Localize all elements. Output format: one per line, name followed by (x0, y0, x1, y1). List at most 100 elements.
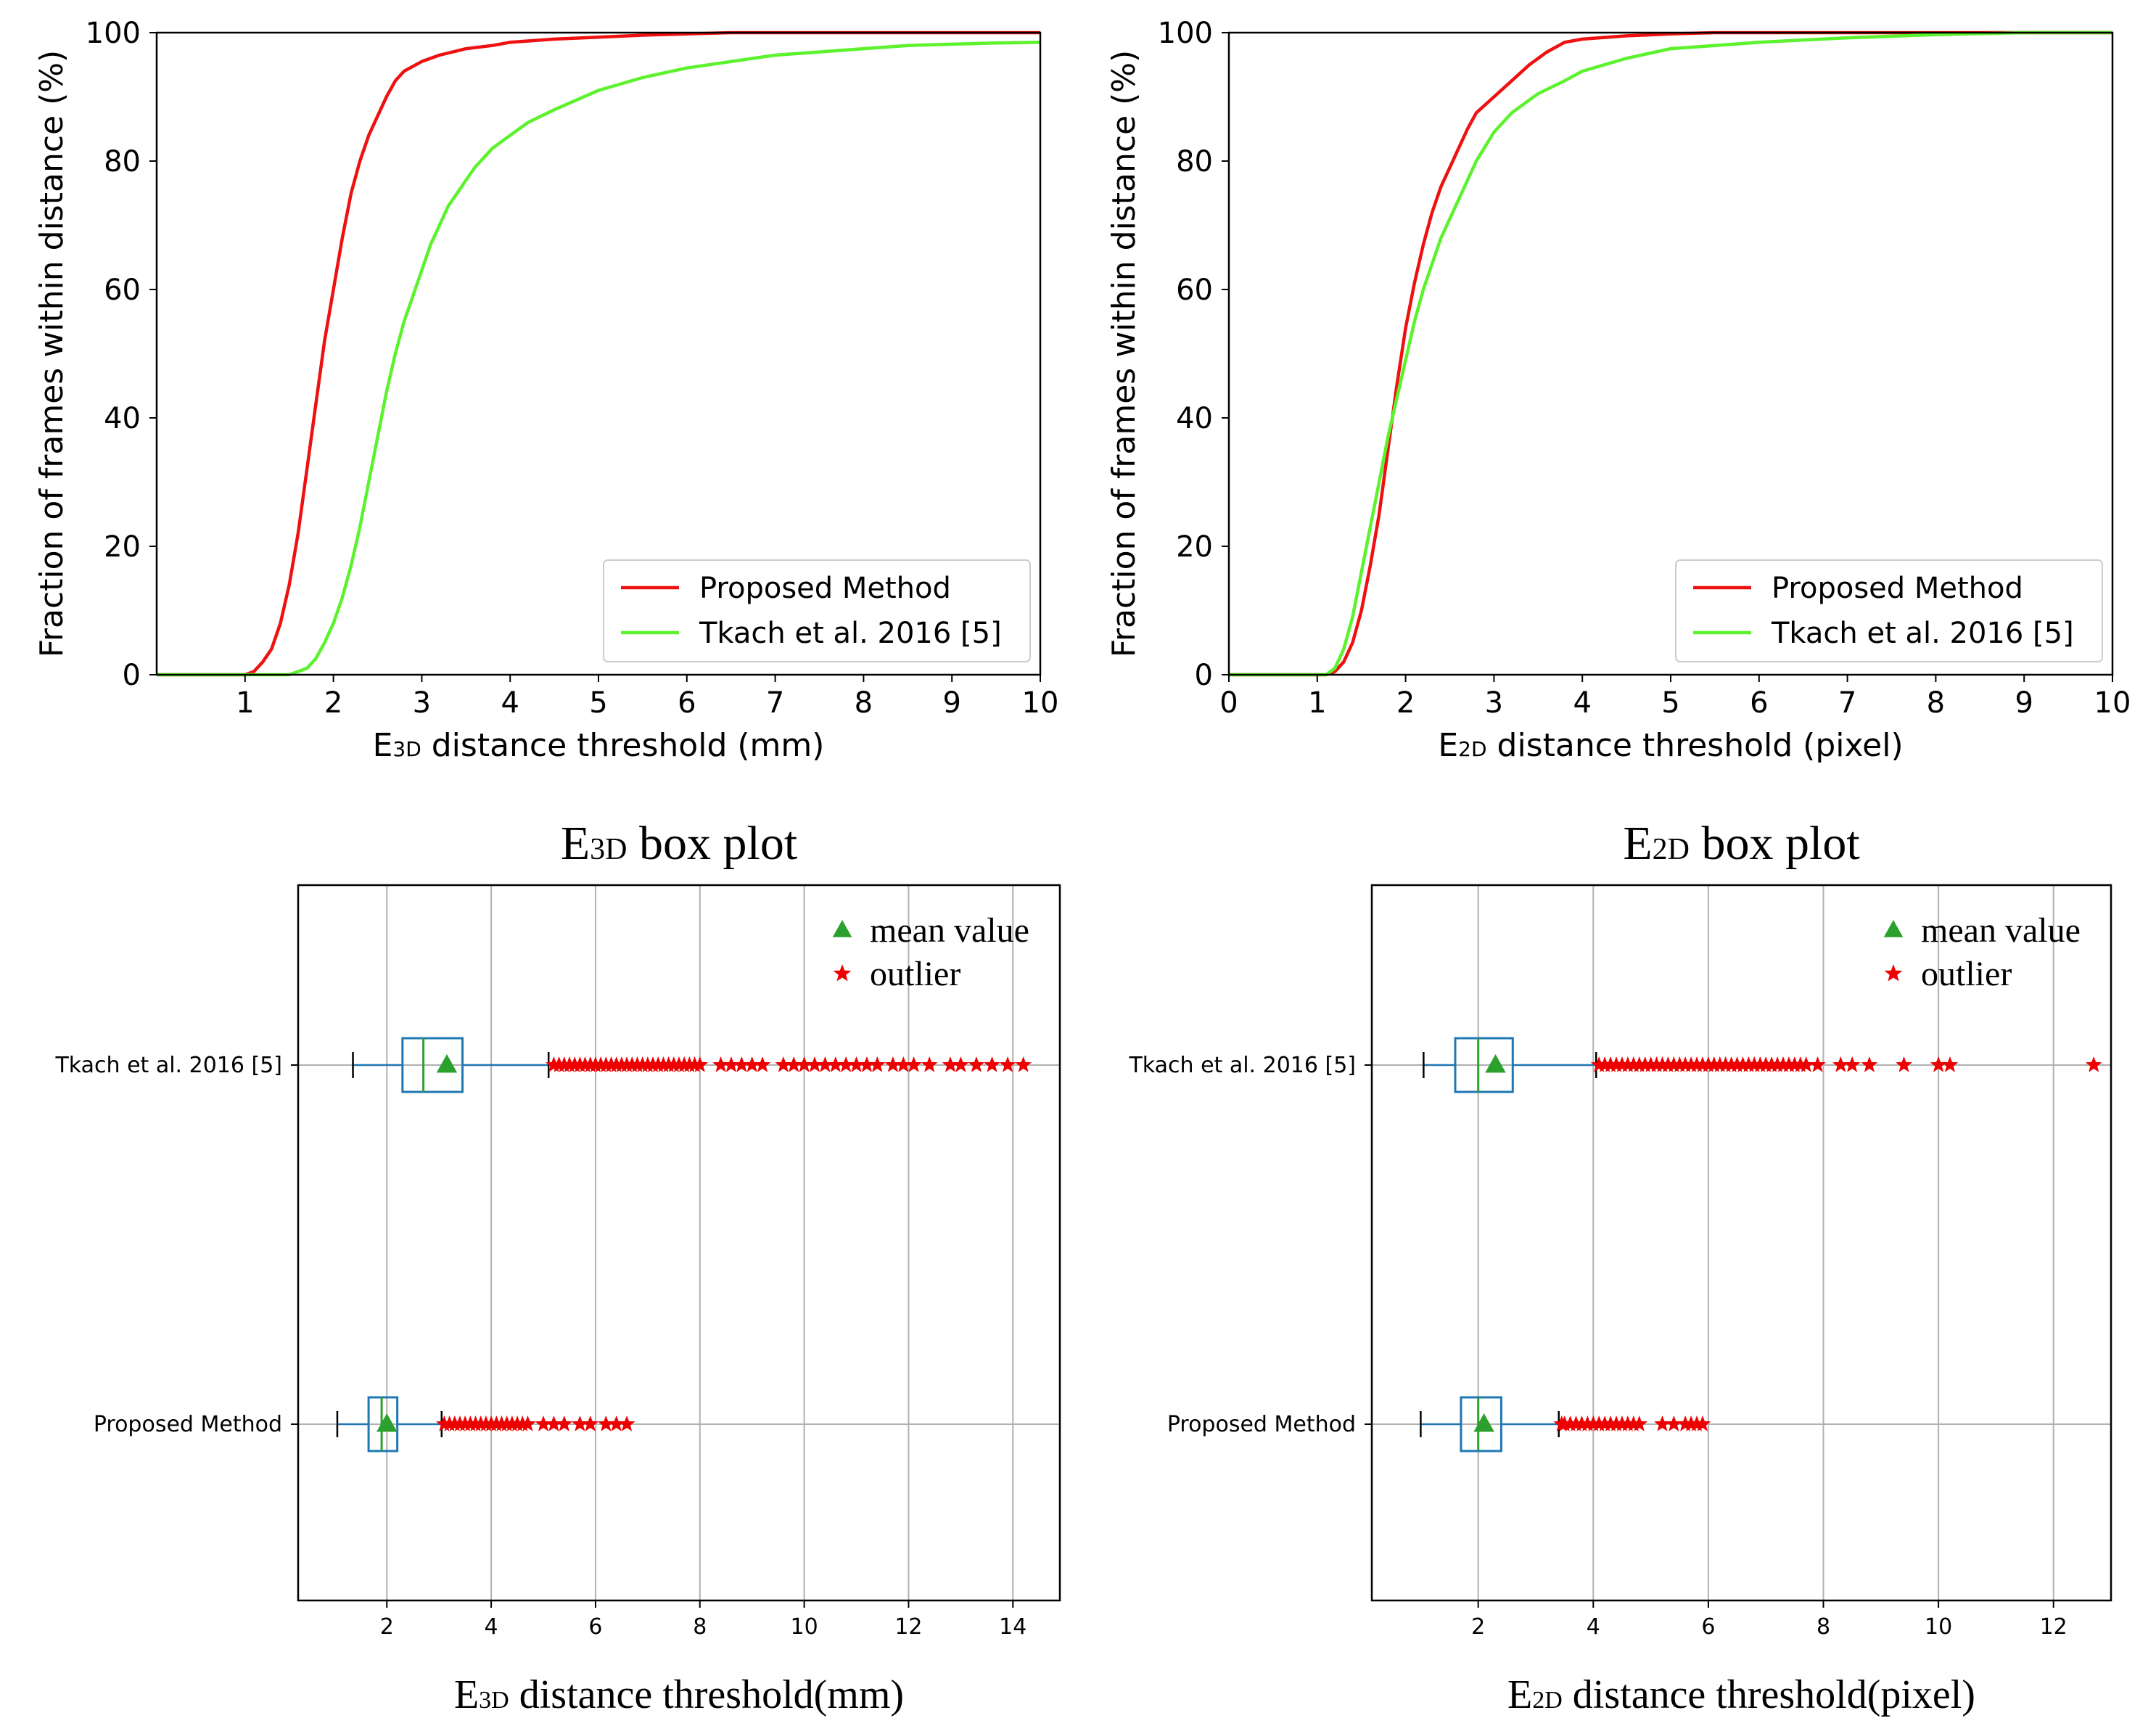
outlier-point (1654, 1415, 1671, 1431)
outlier-point (1015, 1056, 1032, 1072)
outlier-point (608, 1415, 625, 1431)
outlier-point (1665, 1415, 1682, 1431)
y-tick-label: 80 (104, 145, 141, 178)
x-tick-label: 7 (1838, 686, 1856, 720)
legend-outlier-marker (833, 964, 852, 982)
x-axis-label-sub: 2D (1458, 737, 1486, 761)
legend-mean-marker (832, 920, 852, 937)
y-tick-label: 60 (1176, 274, 1213, 307)
box-tkach (401, 1037, 464, 1093)
x-tick-label: 8 (1816, 1614, 1830, 1640)
outlier-point (535, 1415, 552, 1431)
series-line-tkach (1229, 30, 2112, 677)
legend-mean-label: mean value (1921, 911, 2081, 950)
category-label: Tkach et al. 2016 [5] (1128, 1053, 1356, 1078)
series-line-proposed (1229, 30, 2112, 677)
x-tick-label: 12 (894, 1614, 922, 1640)
series-line-tkach (157, 41, 1041, 677)
plot-frame (1370, 884, 2112, 1602)
outlier-point (848, 1056, 865, 1072)
category-label: Tkach et al. 2016 [5] (54, 1053, 282, 1078)
x-tick-label: 10 (791, 1614, 818, 1640)
box-tkach (1454, 1037, 1514, 1093)
outlier-point (806, 1056, 823, 1072)
x-axis-label: E2D distance threshold (pixel) (1438, 727, 1903, 764)
box-proposed (367, 1396, 399, 1452)
x-tick-label: 1 (1308, 686, 1326, 720)
x-axis-label-rest: distance threshold(mm) (509, 1672, 904, 1717)
x-tick-label: 8 (1927, 686, 1945, 720)
chart-title-main: E (1623, 817, 1652, 870)
x-tick-label: 6 (1750, 686, 1768, 720)
outlier-point (796, 1056, 812, 1072)
x-axis-label-rest: distance threshold(pixel) (1563, 1672, 1975, 1717)
mean-marker-tkach (436, 1054, 458, 1073)
outlier-point (733, 1056, 750, 1072)
legend-label: Tkach et al. 2016 [5] (1771, 617, 2074, 650)
legend-outlier-label: outlier (870, 955, 960, 993)
x-tick-label: 3 (1485, 686, 1503, 720)
category-label: Proposed Method (1167, 1412, 1356, 1437)
outlier-point (868, 1056, 886, 1072)
box-proposed (1460, 1396, 1502, 1452)
series-line-proposed (157, 30, 1040, 677)
chart-title-sub: 3D (590, 833, 627, 866)
x-tick-label: 8 (693, 1614, 707, 1640)
x-axis-label-rest: distance threshold (pixel) (1487, 727, 1904, 764)
legend-label: Proposed Method (1772, 572, 2023, 605)
x-tick-label: 8 (855, 686, 873, 720)
x-tick-label: 0 (1219, 686, 1238, 720)
outlier-point (827, 1056, 844, 1072)
chart-title: E2D box plot (1623, 817, 1859, 870)
x-axis-label: E3D distance threshold (mm) (373, 727, 825, 764)
outlier-point (1843, 1056, 1861, 1072)
y-tick-label: 0 (1195, 659, 1213, 692)
x-axis-label-main: E (1507, 1672, 1532, 1717)
y-tick-label: 20 (104, 530, 141, 564)
legend-outlier-marker (1884, 964, 1903, 982)
x-tick-label: 6 (588, 1614, 602, 1640)
outlier-point (785, 1056, 802, 1072)
outlier-point (817, 1056, 834, 1072)
y-tick-label: 80 (1176, 145, 1213, 178)
x-tick-label: 6 (1701, 1614, 1715, 1640)
outlier-point (519, 1415, 536, 1431)
x-tick-label: 5 (589, 686, 607, 720)
outlier-point (597, 1415, 614, 1431)
x-axis-label-rest: distance threshold (mm) (421, 727, 825, 764)
x-tick-label: 4 (1573, 686, 1591, 720)
mean-marker-proposed (1473, 1413, 1494, 1432)
outlier-point (1832, 1056, 1849, 1072)
legend-label: Proposed Method (699, 572, 951, 605)
x-tick-label: 10 (1022, 686, 1059, 720)
chart-title-sub: 2D (1653, 833, 1690, 866)
outlier-point (1896, 1056, 1912, 1072)
x-tick-label: 1 (236, 686, 254, 720)
x-axis-label-main: E (1438, 727, 1458, 764)
x-tick-label: 14 (999, 1614, 1026, 1640)
outlier-point (556, 1415, 573, 1431)
outlier-point (1930, 1056, 1947, 1072)
outlier-point (1941, 1056, 1959, 1072)
outlier-point (921, 1056, 938, 1072)
x-axis-label-main: E (373, 727, 393, 764)
y-tick-label: 0 (123, 659, 141, 692)
chart-title-rest: box plot (627, 817, 797, 870)
legend-outlier-label: outlier (1921, 955, 2012, 993)
legend-box (1675, 559, 2103, 662)
x-tick-label: 9 (2015, 686, 2033, 720)
outlier-point (942, 1056, 959, 1072)
y-tick-label: 60 (104, 274, 141, 307)
y-tick-label: 100 (86, 17, 141, 50)
outlier-point (775, 1056, 792, 1072)
x-tick-label: 10 (2094, 686, 2131, 720)
x-tick-label: 2 (1471, 1614, 1485, 1640)
x-axis-label-main: E (454, 1672, 479, 1717)
legend-box (603, 559, 1031, 662)
plot-frame (297, 884, 1061, 1602)
x-axis-label-sub: 3D (479, 1687, 509, 1714)
